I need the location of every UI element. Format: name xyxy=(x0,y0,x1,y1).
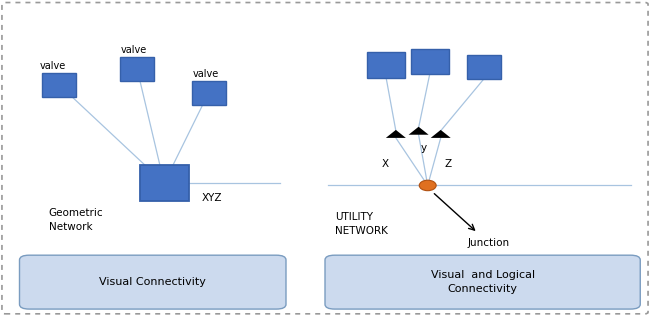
FancyBboxPatch shape xyxy=(411,49,448,74)
Text: Geometric
Network: Geometric Network xyxy=(49,208,103,232)
Polygon shape xyxy=(431,130,450,138)
FancyBboxPatch shape xyxy=(120,57,154,81)
FancyBboxPatch shape xyxy=(192,81,226,105)
FancyBboxPatch shape xyxy=(2,3,648,314)
Text: valve: valve xyxy=(121,45,147,55)
Text: Junction: Junction xyxy=(468,238,510,248)
Text: UTILITY
NETWORK: UTILITY NETWORK xyxy=(335,212,387,236)
Text: Visual Connectivity: Visual Connectivity xyxy=(99,277,206,287)
Text: X: X xyxy=(382,158,389,169)
FancyBboxPatch shape xyxy=(467,55,500,79)
Ellipse shape xyxy=(419,180,436,191)
Text: valve: valve xyxy=(40,61,66,71)
FancyBboxPatch shape xyxy=(20,255,286,309)
FancyBboxPatch shape xyxy=(42,73,76,97)
Text: Z: Z xyxy=(445,158,452,169)
Polygon shape xyxy=(386,130,406,138)
Text: Visual  and Logical
Connectivity: Visual and Logical Connectivity xyxy=(430,270,535,294)
Text: XYZ: XYZ xyxy=(202,193,222,203)
Text: y: y xyxy=(421,143,426,153)
Text: valve: valve xyxy=(192,69,218,79)
Polygon shape xyxy=(409,127,428,135)
FancyBboxPatch shape xyxy=(367,52,405,78)
FancyBboxPatch shape xyxy=(325,255,640,309)
FancyBboxPatch shape xyxy=(140,165,188,201)
